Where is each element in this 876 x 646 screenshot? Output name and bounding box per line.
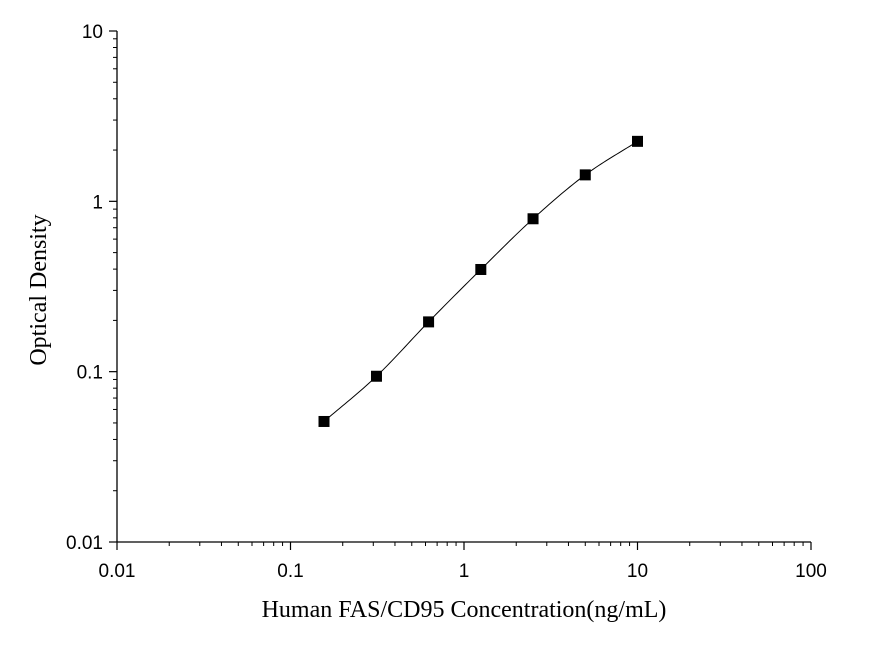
x-tick-label: 0.01 <box>99 561 136 582</box>
x-tick-label: 1 <box>459 561 470 582</box>
data-point <box>370 370 382 382</box>
data-point <box>318 415 330 427</box>
y-tick-label: 10 <box>82 22 103 43</box>
ticks <box>109 30 812 550</box>
data-point <box>579 169 591 181</box>
x-axis-title: Human FAS/CD95 Concentration(ng/mL) <box>262 597 667 623</box>
x-tick-label: 100 <box>795 561 827 582</box>
x-tick-label: 10 <box>627 561 648 582</box>
data-point <box>423 316 435 328</box>
data-point <box>632 135 643 147</box>
data-points <box>318 135 643 427</box>
data-point <box>527 213 539 225</box>
tick-labels: 0.01 0.1 1 10 100 0.01 0.1 1 10 <box>66 22 827 582</box>
y-tick-label: 0.1 <box>77 363 103 384</box>
y-tick-label: 1 <box>92 192 103 213</box>
y-axis-title: Optical Density <box>26 214 52 365</box>
data-point <box>475 263 487 275</box>
y-tick-label: 0.01 <box>66 533 103 554</box>
x-tick-label: 0.1 <box>277 561 303 582</box>
